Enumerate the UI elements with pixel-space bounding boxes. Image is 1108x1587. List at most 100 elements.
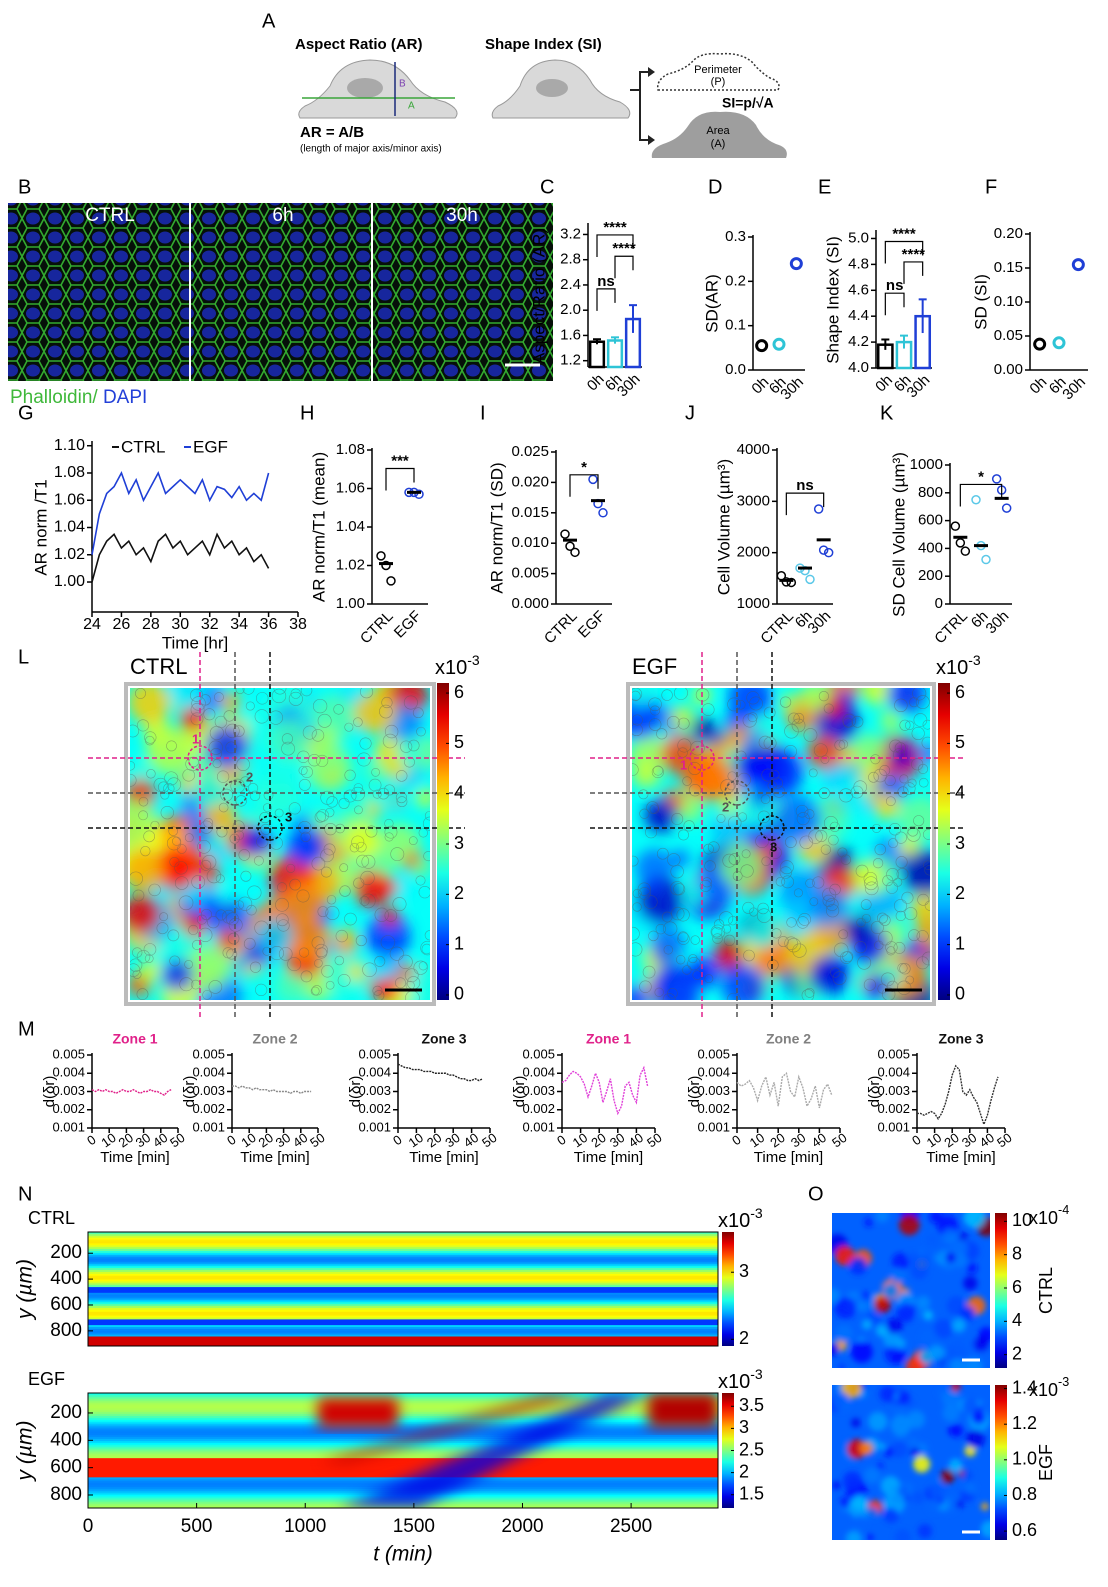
cell-outline (253, 855, 264, 866)
heatmap-blob (898, 1482, 914, 1497)
cell-outline (903, 782, 916, 795)
cell-outline (897, 980, 912, 995)
cell-outline (235, 688, 245, 695)
x-tick-label: 30 (273, 1130, 293, 1151)
heatmap-row (88, 1460, 718, 1463)
cell-outline (166, 740, 177, 752)
colorbar-label: x10-3 (435, 652, 480, 680)
heatmap-blob (929, 1213, 943, 1224)
cell-outline (169, 856, 180, 868)
x-tick-label: 40 (809, 1130, 829, 1151)
x-axis-label: Time [min] (409, 1149, 478, 1166)
heatmap-row (88, 1336, 718, 1339)
perimeter-shape (656, 52, 780, 91)
heatmap-blob (949, 1358, 967, 1368)
colorbar-tick-label: 5 (955, 732, 965, 752)
cell-outline (150, 820, 160, 830)
cell-outline (130, 760, 136, 771)
cell-outline (861, 913, 871, 923)
cell-outline (779, 860, 794, 875)
cell-outline (413, 960, 428, 975)
colorbar-tick-label: 2 (739, 1328, 749, 1348)
x-tick-label: 24 (83, 616, 101, 633)
heatmap-blob (130, 760, 151, 782)
y-tick-label: 0.001 (697, 1119, 730, 1134)
heatmap-blob (834, 1297, 857, 1319)
cell-outline (374, 907, 389, 922)
cell-outline (225, 741, 238, 754)
cell-outline (682, 965, 692, 975)
y-tick-label: 4.8 (848, 255, 869, 272)
zone-circle (724, 780, 750, 806)
point (991, 474, 1002, 484)
heatmap-title: EGF (632, 654, 677, 679)
colorbar-tick-label: 4 (1012, 1310, 1022, 1330)
cell-outline (143, 830, 156, 843)
shape-diagram: Aspect Ratio (AR) Shape Index (SI) B A A… (295, 36, 787, 158)
zone-circle (759, 815, 785, 841)
colorbar-tick-label: 1.4 (1012, 1377, 1037, 1397)
significance-bracket (903, 261, 924, 284)
cell-outline (229, 833, 240, 844)
colorbar-label-exponent: -3 (1058, 1375, 1069, 1389)
cell-outline (638, 789, 649, 800)
heatmap-row (88, 1338, 718, 1341)
colorbar-label-exponent: -3 (750, 1205, 763, 1221)
cell-outline (262, 946, 272, 956)
heatmap-blob (273, 969, 309, 1000)
heatmap-blob (942, 1404, 960, 1422)
cell-outline (677, 931, 689, 943)
significance-label: ns (597, 273, 615, 290)
cell-outline (632, 942, 643, 957)
y-tick-label: 0.004 (192, 1065, 225, 1080)
line-series (232, 1085, 312, 1095)
cell-outline (200, 908, 213, 921)
cell-outline (314, 811, 326, 823)
cell-outline (246, 904, 257, 916)
heatmap-blob (875, 1324, 888, 1337)
cell-outline (661, 689, 673, 701)
cell-outline (643, 895, 658, 910)
heatmap-image (130, 688, 430, 1000)
diagram-title: Shape Index (SI) (485, 36, 602, 53)
arrow (630, 71, 648, 141)
x-tick-label: 10 (238, 1130, 258, 1151)
x-tick-label: 30 (788, 1130, 808, 1151)
cell-outline (300, 688, 313, 697)
cell-outline (922, 829, 930, 840)
colorbar-label-base: x10 (1029, 1208, 1058, 1228)
heatmap-blob (717, 797, 738, 818)
cell-outline (834, 739, 846, 751)
formula: SI=p/√A (722, 95, 774, 111)
cell-outline (833, 942, 849, 958)
point (1071, 258, 1085, 272)
y-tick-label: 0.002 (192, 1101, 225, 1116)
line-series (917, 1064, 999, 1127)
heatmap-blob (806, 734, 842, 770)
x-tick-label: 0 (224, 1132, 239, 1148)
heatmap-image (632, 688, 930, 1000)
heatmap-blob (375, 876, 398, 899)
x-tick-label: CTRL (931, 608, 971, 648)
heatmap-blob (851, 733, 886, 768)
heatmap-row (88, 1258, 718, 1261)
cell-outline (880, 972, 895, 987)
y-tick-label: 0.005 (511, 565, 549, 582)
heatmap-blob (850, 1341, 873, 1363)
heatmap-row (88, 1465, 718, 1469)
heatmap-row (88, 1427, 718, 1430)
cell-outline (339, 885, 351, 897)
cell-outline (269, 836, 283, 850)
x-tick-label: 50 (307, 1130, 327, 1151)
cell-outline (860, 899, 872, 911)
y-tick-label: 1.04 (336, 518, 365, 535)
y-tick-label: 1.10 (54, 437, 85, 454)
y-tick-label: 1.02 (54, 546, 85, 563)
line-series (91, 471, 270, 555)
cell-outline (924, 900, 930, 911)
heatmap-title: EGF (28, 1369, 65, 1389)
panel-label: N (18, 1183, 32, 1205)
colorbar-label-base: x10 (1029, 1380, 1058, 1400)
cell-outline (829, 883, 841, 896)
y-tick-label: 800 (50, 1320, 82, 1341)
